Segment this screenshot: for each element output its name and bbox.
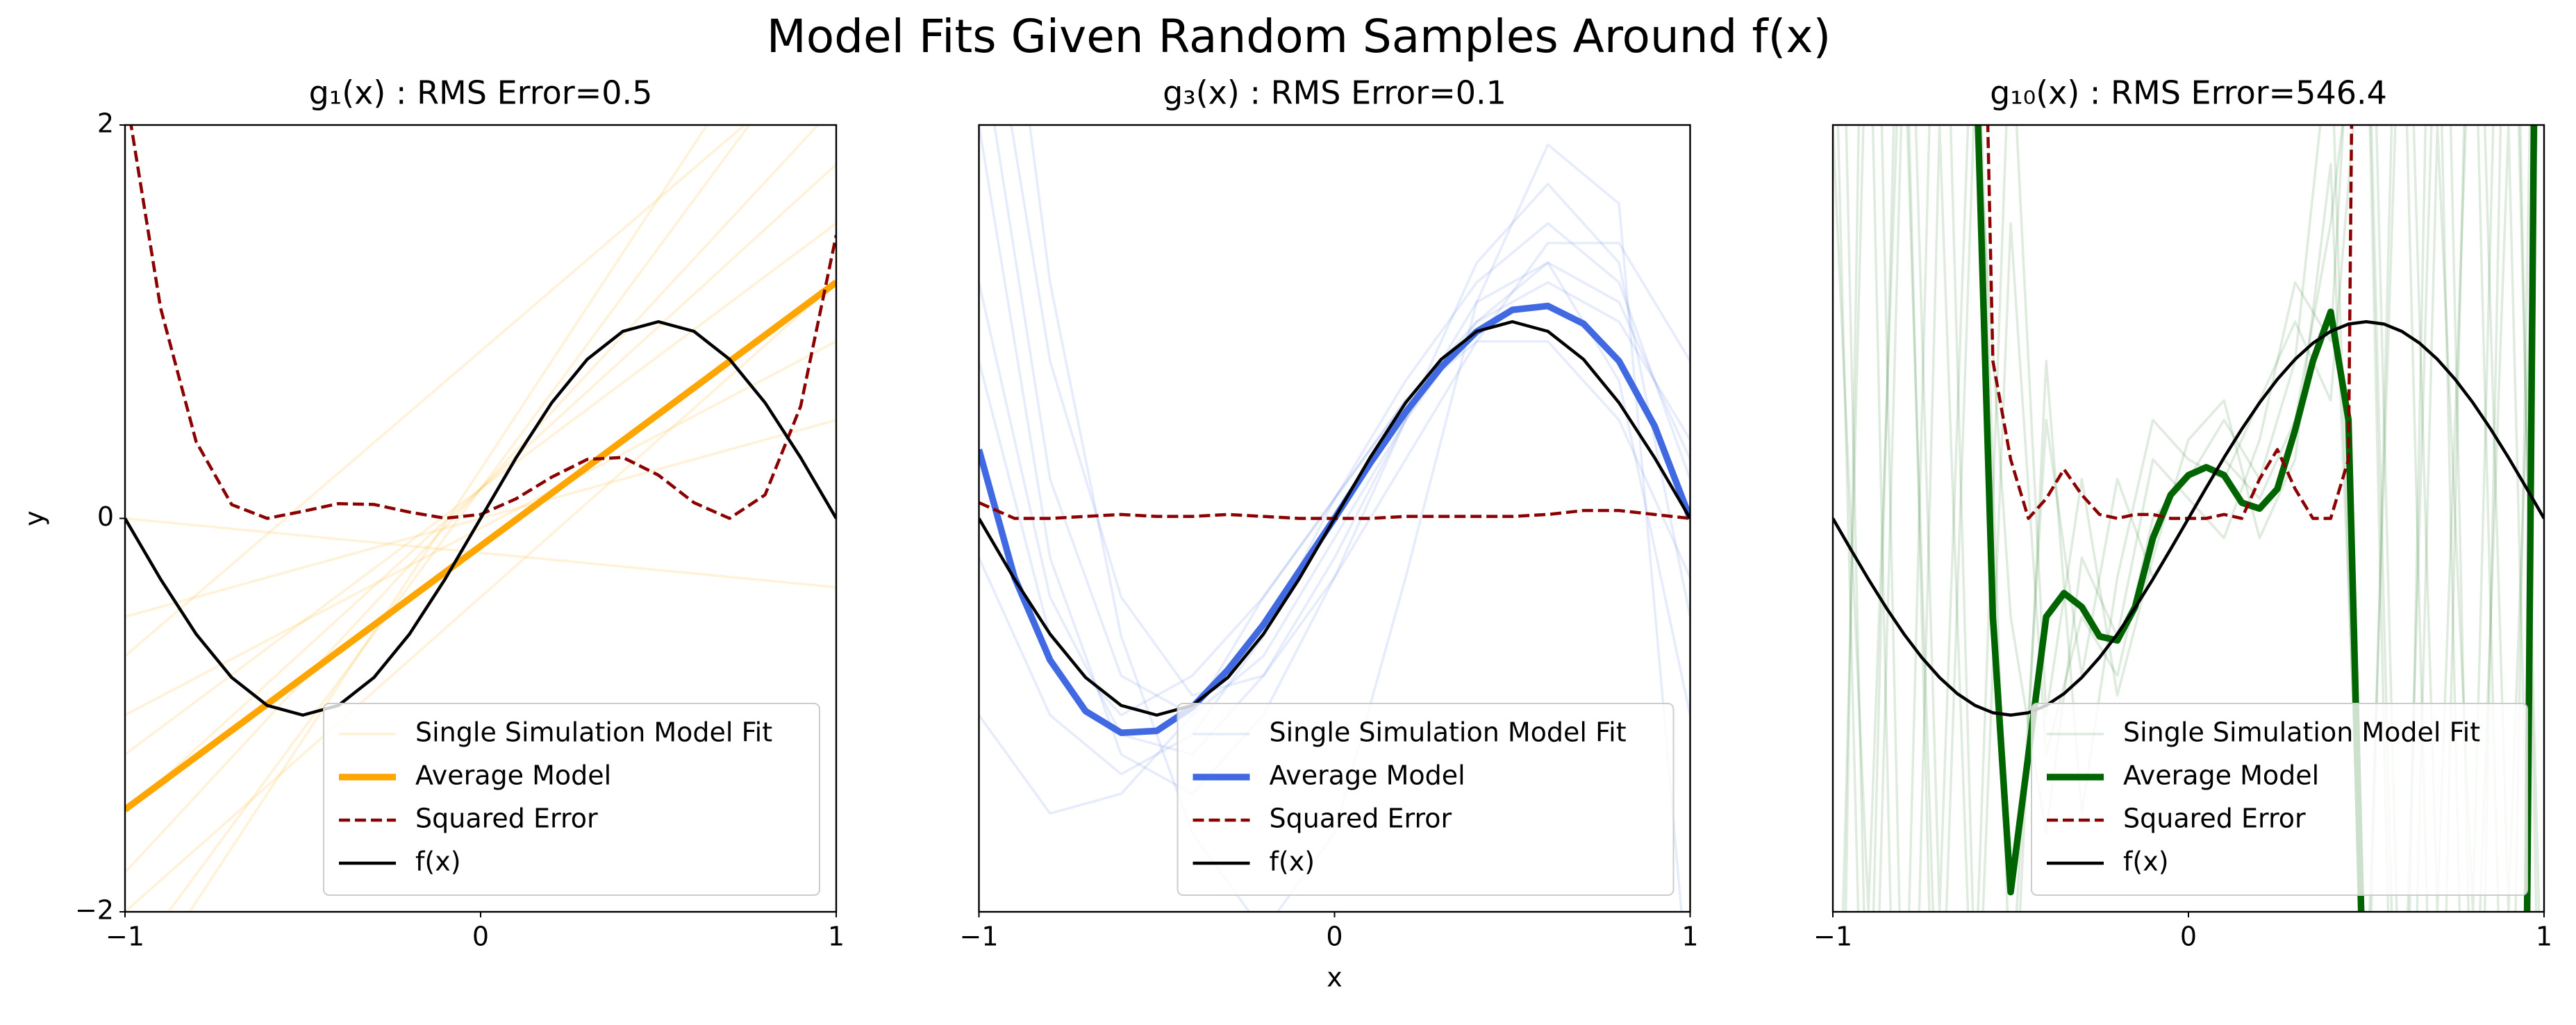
- legend-label: f(x): [415, 847, 461, 877]
- x-axis-label: x: [1327, 962, 1343, 993]
- series-line: [979, 320, 1690, 717]
- series-line: [125, 320, 836, 717]
- legend-label: Single Simulation Model Fit: [1270, 717, 1627, 748]
- simulation-line: [1836, 125, 2541, 912]
- simulation-line: [125, 163, 836, 815]
- legend-label: Squared Error: [1270, 803, 1452, 834]
- legend-label: f(x): [1270, 847, 1315, 877]
- legend-label: f(x): [2123, 847, 2169, 877]
- plot-area: [1833, 125, 2544, 912]
- simulation-line: [125, 125, 747, 658]
- y-tick-label: 0: [97, 501, 114, 532]
- x-tick-label: 0: [2180, 922, 2197, 952]
- series-line: [1833, 320, 2544, 717]
- legend-label: Squared Error: [2123, 803, 2306, 834]
- legend-label: Squared Error: [415, 803, 598, 834]
- simulation-line: [1833, 125, 2538, 912]
- legend-label: Single Simulation Model Fit: [415, 717, 772, 748]
- x-tick-label: −1: [106, 922, 144, 952]
- plot-area: [125, 125, 836, 912]
- simulation-line: [1010, 125, 1690, 697]
- simulation-line: [992, 125, 1690, 717]
- legend-box: [1177, 703, 1675, 896]
- simulation-line: [979, 281, 1690, 815]
- legend: Single Simulation Model Fit Average Model…: [323, 703, 820, 896]
- legend-box: [2031, 703, 2528, 896]
- y-tick-label: −2: [75, 895, 114, 926]
- legend-label: Average Model: [415, 760, 611, 791]
- plot-area: [979, 125, 1690, 912]
- legend-label: Single Simulation Model Fit: [2123, 717, 2480, 748]
- x-tick-label: −1: [1813, 922, 1852, 952]
- subplot: g₁₀(x) : RMS Error=546.4 −1 0 1 Single Simul…: [1813, 74, 2552, 952]
- legend-label: Average Model: [2123, 760, 2319, 791]
- subplot-title: g₁(x) : RMS Error=0.5: [309, 74, 653, 112]
- legend-box: [323, 703, 820, 896]
- x-tick-label: 1: [828, 922, 845, 952]
- legend: Single Simulation Model Fit Average Model…: [2031, 703, 2528, 896]
- x-tick-label: 1: [2536, 922, 2552, 952]
- simulation-line: [167, 125, 751, 912]
- y-axis-label: y: [19, 510, 50, 526]
- figure-title: Model Fits Given Random Samples Around f…: [767, 10, 1831, 63]
- simulation-line: [979, 340, 1690, 717]
- subplot-title: g₁₀(x) : RMS Error=546.4: [1990, 74, 2387, 112]
- simulation-line: [125, 517, 836, 589]
- simulation-line: [125, 125, 820, 874]
- simulation-line: [979, 125, 1690, 795]
- simulation-line: [125, 340, 836, 717]
- series-line: [1975, 125, 2538, 912]
- legend-label: Average Model: [1270, 760, 1465, 791]
- x-tick-label: 1: [1681, 922, 1698, 952]
- simulation-line: [979, 261, 1690, 756]
- simulation-line: [125, 222, 836, 756]
- x-tick-label: 0: [472, 922, 489, 952]
- subplot-title: g₃(x) : RMS Error=0.1: [1163, 74, 1506, 112]
- simulation-line: [125, 281, 836, 912]
- series-line: [125, 279, 836, 812]
- simulation-line: [188, 125, 708, 912]
- x-tick-label: −1: [959, 922, 998, 952]
- simulation-line: [979, 222, 1690, 776]
- subplot: g₁(x) : RMS Error=0.5 −1 0 1 −2 0 2 y Single Sim…: [19, 74, 845, 952]
- x-tick-label: 0: [1326, 922, 1343, 952]
- series-line: [129, 125, 836, 520]
- subplot: g₃(x) : RMS Error=0.1 −1 0 1 x Single Simulat…: [959, 74, 1698, 993]
- y-tick-label: 2: [97, 108, 114, 139]
- legend: Single Simulation Model Fit Average Model…: [1177, 703, 1675, 896]
